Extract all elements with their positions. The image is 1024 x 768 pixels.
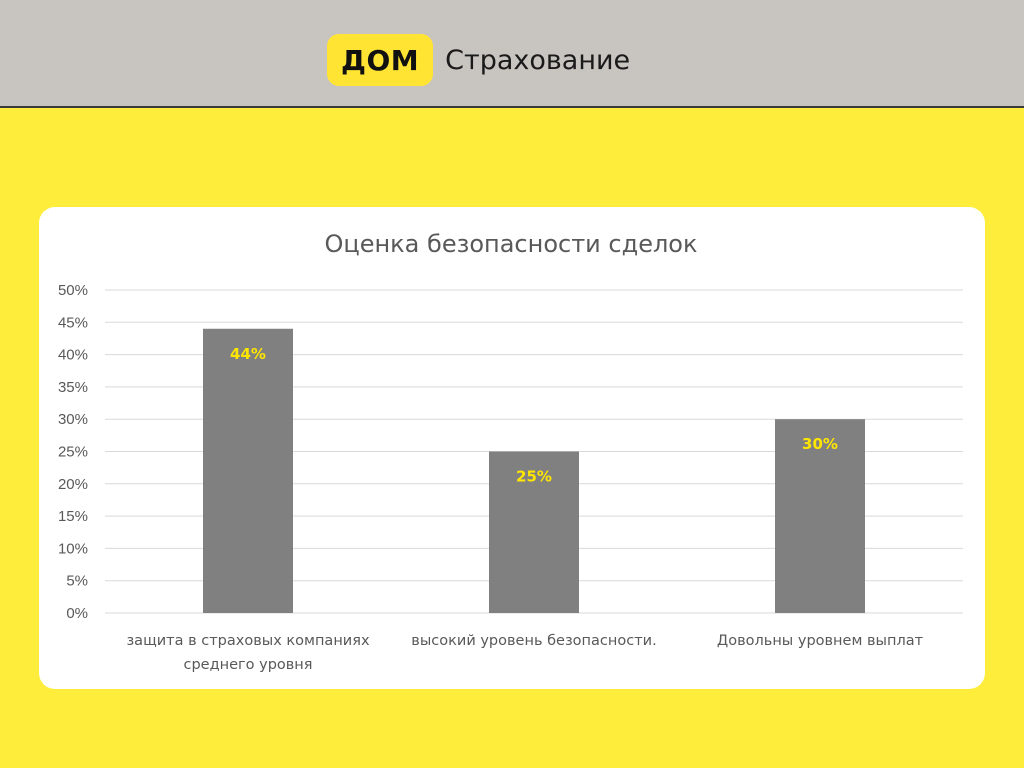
y-tick-label: 30%	[58, 411, 88, 428]
y-tick-label: 25%	[58, 444, 88, 461]
x-category-label: высокий уровень безопасности.	[411, 633, 656, 649]
x-category-label: среднего уровня	[183, 657, 312, 673]
brand-logo[interactable]: ДОМ Страхование	[327, 34, 630, 86]
y-tick-label: 20%	[58, 476, 88, 493]
chart-card: Оценка безопасности сделок 0% 5% 10% 15% 20%…	[39, 207, 985, 689]
data-label: 25%	[516, 468, 552, 486]
data-label: 44%	[230, 345, 266, 363]
data-labels: 44% 25% 30%	[230, 345, 838, 486]
y-axis-ticks: 0% 5% 10% 15% 20% 25% 30% 35% 40% 45% 50%	[58, 282, 88, 622]
header-bar: ДОМ Страхование	[0, 0, 1024, 108]
x-category-label: Довольны уровнем выплат	[717, 633, 924, 649]
bars	[203, 328, 865, 613]
bar	[775, 419, 865, 613]
bar-chart: Оценка безопасности сделок 0% 5% 10% 15% 20%…	[58, 230, 963, 673]
y-tick-label: 15%	[58, 508, 88, 525]
y-tick-label: 5%	[66, 573, 88, 590]
y-tick-label: 40%	[58, 347, 88, 364]
chart-title: Оценка безопасности сделок	[325, 230, 698, 258]
brand-name: Страхование	[445, 44, 631, 76]
y-tick-label: 35%	[58, 379, 88, 396]
y-tick-label: 0%	[66, 605, 88, 622]
y-tick-label: 10%	[58, 540, 88, 557]
bar	[489, 451, 579, 613]
data-label: 30%	[802, 435, 838, 453]
y-tick-label: 45%	[58, 314, 88, 331]
x-category-label: защита в страховых компаниях	[126, 633, 369, 649]
x-axis-categories: защита в страховых компаниях среднего уро…	[126, 633, 923, 673]
logo-badge: ДОМ	[327, 34, 434, 86]
y-tick-label: 50%	[58, 282, 88, 299]
bar	[203, 328, 293, 613]
